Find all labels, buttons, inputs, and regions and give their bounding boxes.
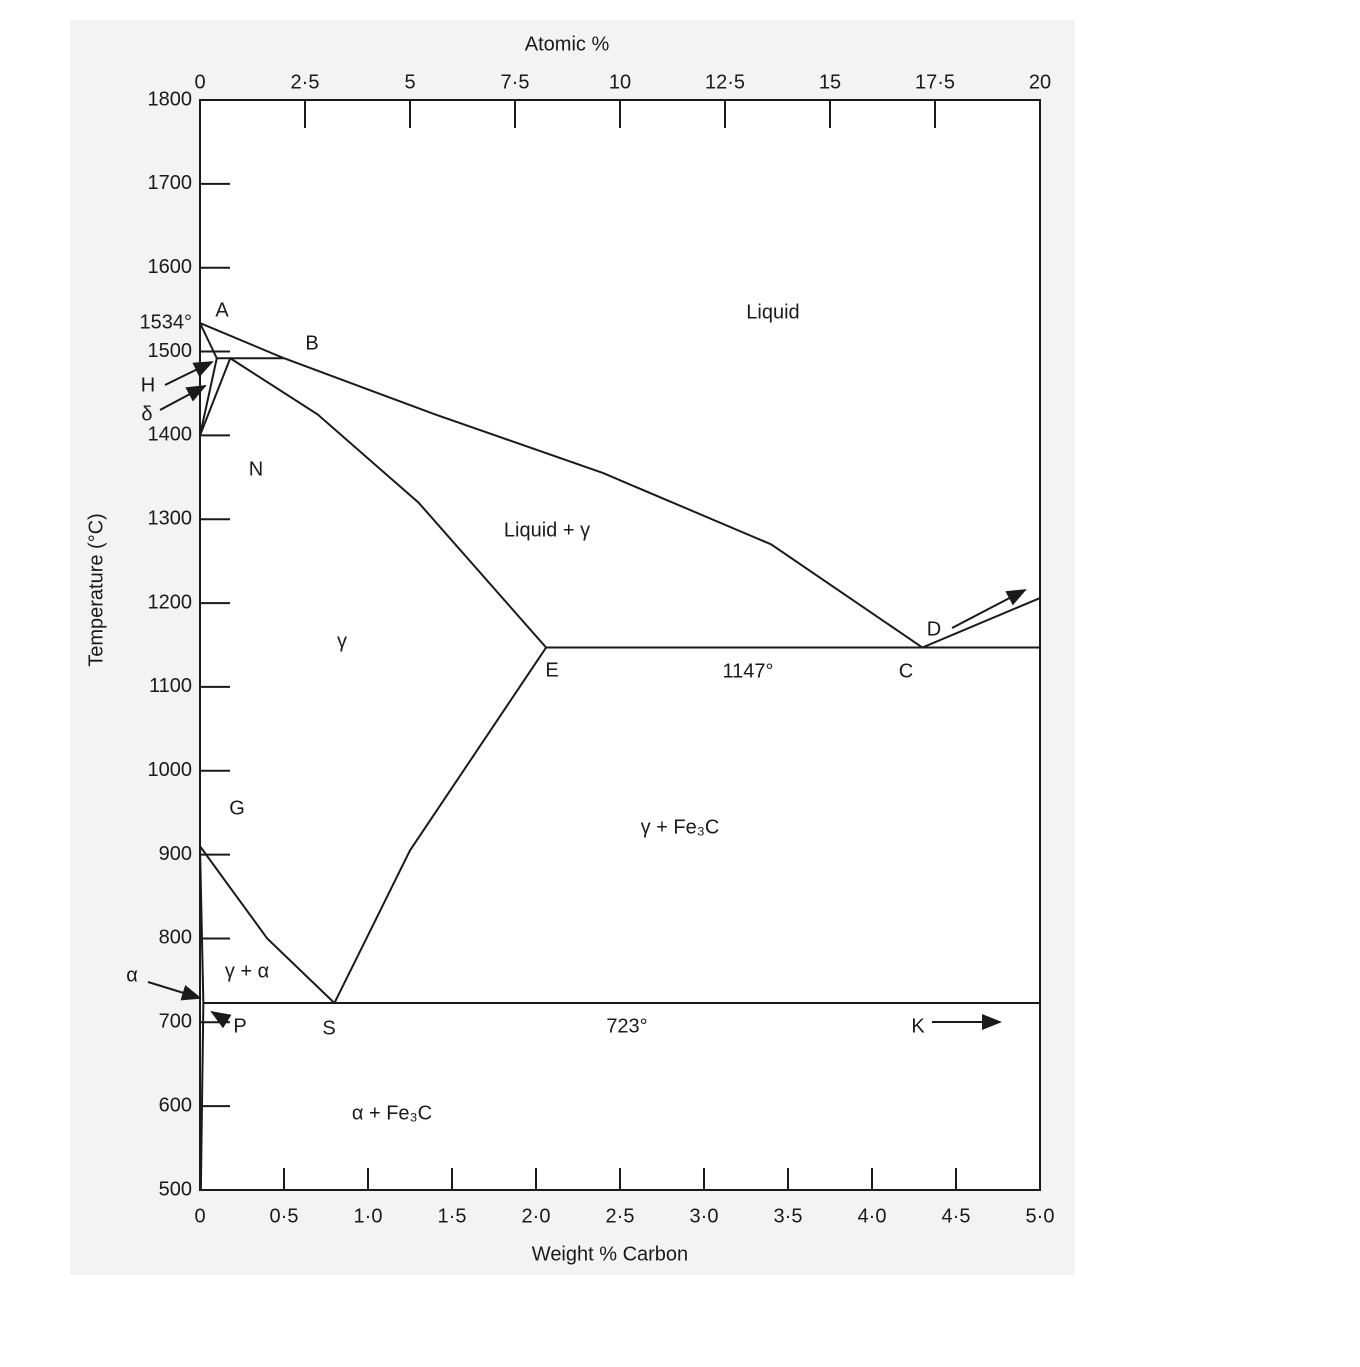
- annotation: δ: [141, 403, 152, 425]
- y-tick-label: 900: [159, 843, 192, 865]
- annotation: K: [911, 1015, 925, 1037]
- x-tick-label: 0: [194, 1205, 205, 1227]
- x-axis-title: Weight % Carbon: [532, 1243, 688, 1265]
- arrow: [164, 361, 214, 386]
- x2-tick-label: 5: [404, 71, 415, 93]
- arrow: [210, 1010, 232, 1029]
- phase-boundary: [199, 322, 285, 360]
- annotation: S: [322, 1017, 335, 1039]
- y-tick-label: 1700: [148, 172, 193, 194]
- y-tick-label: 1500: [148, 340, 193, 362]
- y-tick-label: 700: [159, 1011, 192, 1033]
- y-tick-label: 1000: [148, 759, 193, 781]
- y-tick-label: 1100: [149, 675, 192, 697]
- x-tick-label: 3·5: [774, 1205, 803, 1227]
- y-tick-label: 1200: [148, 591, 193, 613]
- phase-boundary: [333, 646, 547, 1004]
- annotation: γ + Fe₃C: [641, 816, 720, 838]
- annotation: D: [927, 618, 941, 640]
- phase-boundary: [229, 357, 547, 649]
- phase-boundary: [283, 357, 923, 649]
- annotation: N: [249, 458, 263, 480]
- annotation: α: [126, 964, 138, 986]
- annotation: P: [233, 1015, 246, 1037]
- x-tick-label: 2·5: [606, 1205, 635, 1227]
- x-tick-label: 0·5: [270, 1205, 299, 1227]
- annotation: H: [141, 374, 155, 396]
- x2-tick-label: 7·5: [501, 71, 530, 93]
- x2-tick-label: 17·5: [915, 71, 955, 93]
- y-tick-label: 1600: [148, 256, 193, 278]
- phase-boundary: [199, 357, 232, 436]
- phase-boundary: [199, 322, 218, 359]
- phase-boundary: [922, 597, 1041, 649]
- y-tick-label: 1400: [148, 424, 193, 446]
- annotation: E: [545, 659, 558, 681]
- x2-axis-title: Atomic %: [525, 33, 610, 55]
- annotation: α + Fe₃C: [352, 1102, 432, 1124]
- annotation: G: [229, 797, 245, 819]
- arrow: [951, 589, 1027, 629]
- annotation: Liquid + γ: [504, 519, 590, 541]
- x-tick-label: 3·0: [690, 1205, 719, 1227]
- y-tick-label: 1534°: [140, 311, 193, 333]
- phase-boundary: [199, 845, 336, 1004]
- y-axis-title: Temperature (°C): [85, 513, 107, 667]
- phase-boundary: [199, 846, 205, 1004]
- x-tick-label: 2·0: [522, 1205, 551, 1227]
- annotation: Liquid: [746, 301, 799, 323]
- x2-tick-label: 12·5: [705, 71, 745, 93]
- x-tick-label: 1·5: [438, 1205, 467, 1227]
- x2-tick-label: 10: [609, 71, 631, 93]
- x-tick-label: 1·0: [354, 1205, 383, 1227]
- y-tick-label: 600: [159, 1094, 192, 1116]
- y-tick-label: 500: [159, 1178, 192, 1200]
- x2-tick-label: 20: [1029, 71, 1051, 93]
- y-tick-label: 1800: [148, 88, 193, 110]
- phase-boundary: [199, 1003, 205, 1191]
- annotation: 723°: [606, 1015, 647, 1037]
- x-tick-label: 4·5: [942, 1205, 971, 1227]
- x-tick-label: 4·0: [858, 1205, 887, 1227]
- y-tick-label: 1300: [148, 508, 193, 530]
- arrow: [147, 981, 202, 1001]
- arrow: [159, 385, 207, 411]
- x-tick-label: 5·0: [1026, 1205, 1055, 1227]
- annotation: A: [215, 299, 229, 321]
- x2-tick-label: 0: [194, 71, 205, 93]
- annotation: 1147°: [722, 660, 773, 682]
- annotation: γ + α: [225, 960, 269, 982]
- annotation: γ: [337, 630, 347, 652]
- x2-tick-label: 2·5: [291, 71, 320, 93]
- x2-tick-label: 15: [819, 71, 841, 93]
- y-tick-label: 800: [159, 927, 192, 949]
- arrows: [147, 361, 1027, 1030]
- plot-frame: [199, 99, 1041, 1191]
- annotation: B: [305, 332, 318, 354]
- annotation: C: [899, 660, 913, 682]
- phase-boundary: [199, 358, 218, 436]
